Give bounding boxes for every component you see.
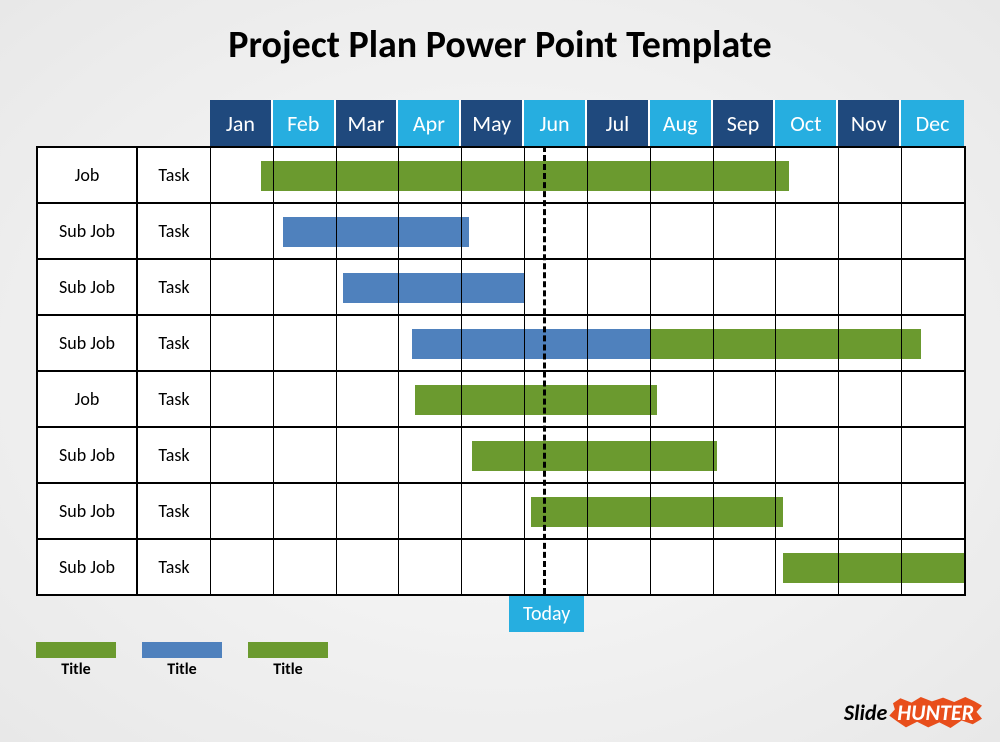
row-label-task: Task bbox=[137, 371, 211, 427]
gantt-bar bbox=[783, 553, 965, 583]
month-header-cell: Aug bbox=[650, 100, 713, 146]
row-body bbox=[211, 539, 965, 595]
gantt-row: JobTask bbox=[37, 147, 965, 203]
gantt-bar bbox=[415, 385, 657, 415]
row-label-task: Task bbox=[137, 259, 211, 315]
row-label-job: Sub Job bbox=[37, 203, 137, 259]
gantt-row: Sub JobTask bbox=[37, 315, 965, 371]
gantt-bar bbox=[343, 273, 525, 303]
row-body bbox=[211, 315, 965, 371]
brand-logo: Slide HUNTER bbox=[844, 697, 982, 728]
legend-label: Title bbox=[61, 660, 90, 679]
legend-item: Title bbox=[142, 642, 222, 679]
legend-swatch bbox=[36, 642, 116, 658]
gantt-bar bbox=[472, 441, 717, 471]
legend-item: Title bbox=[36, 642, 116, 679]
row-body bbox=[211, 203, 965, 259]
month-header-cell: Dec bbox=[901, 100, 964, 146]
month-header-cell: Jul bbox=[587, 100, 650, 146]
gantt-row: Sub JobTask bbox=[37, 259, 965, 315]
brand-word-1: Slide bbox=[844, 699, 887, 726]
row-body bbox=[211, 427, 965, 483]
row-label-job: Sub Job bbox=[37, 259, 137, 315]
month-header-cell: Nov bbox=[838, 100, 901, 146]
gantt-grid: JobTaskSub JobTaskSub JobTaskSub JobTask… bbox=[36, 146, 966, 596]
legend-swatch bbox=[142, 642, 222, 658]
month-header-cell: Apr bbox=[398, 100, 461, 146]
gantt-row: JobTask bbox=[37, 371, 965, 427]
gantt-bar bbox=[538, 161, 789, 191]
row-label-job: Job bbox=[37, 147, 137, 203]
row-body bbox=[211, 147, 965, 203]
gantt-bar bbox=[261, 161, 537, 191]
row-label-task: Task bbox=[137, 147, 211, 203]
row-body bbox=[211, 259, 965, 315]
legend-item: Title bbox=[248, 642, 328, 679]
gantt-bar bbox=[283, 217, 468, 247]
row-label-job: Job bbox=[37, 371, 137, 427]
month-header-cell: Jun bbox=[524, 100, 587, 146]
row-label-job: Sub Job bbox=[37, 483, 137, 539]
row-label-task: Task bbox=[137, 427, 211, 483]
row-body bbox=[211, 371, 965, 427]
gantt-bar bbox=[531, 497, 782, 527]
month-header-cell: Sep bbox=[713, 100, 776, 146]
brand-word-2: HUNTER bbox=[889, 697, 982, 728]
legend-label: Title bbox=[273, 660, 302, 679]
row-label-job: Sub Job bbox=[37, 315, 137, 371]
month-header-cell: Jan bbox=[210, 100, 273, 146]
today-marker-line bbox=[543, 146, 546, 594]
legend-label: Title bbox=[167, 660, 196, 679]
month-header: JanFebMarAprMayJunJulAugSepOctNovDec bbox=[210, 100, 964, 146]
month-header-cell: Oct bbox=[775, 100, 838, 146]
row-label-task: Task bbox=[137, 539, 211, 595]
gantt-row: Sub JobTask bbox=[37, 427, 965, 483]
month-header-cell: Mar bbox=[336, 100, 399, 146]
gantt-row: Sub JobTask bbox=[37, 483, 965, 539]
legend-swatch bbox=[248, 642, 328, 658]
gantt-row: Sub JobTask bbox=[37, 539, 965, 595]
row-label-task: Task bbox=[137, 203, 211, 259]
page-title: Project Plan Power Point Template bbox=[0, 0, 1000, 68]
row-body bbox=[211, 483, 965, 539]
row-label-job: Sub Job bbox=[37, 427, 137, 483]
gantt-bar bbox=[412, 329, 651, 359]
month-header-cell: Feb bbox=[273, 100, 336, 146]
row-label-job: Sub Job bbox=[37, 539, 137, 595]
gantt-row: Sub JobTask bbox=[37, 203, 965, 259]
row-label-task: Task bbox=[137, 315, 211, 371]
month-header-cell: May bbox=[461, 100, 524, 146]
row-label-task: Task bbox=[137, 483, 211, 539]
gantt-bar bbox=[651, 329, 921, 359]
today-marker-label: Today bbox=[509, 596, 584, 632]
legend: Title Title Title bbox=[36, 642, 328, 679]
